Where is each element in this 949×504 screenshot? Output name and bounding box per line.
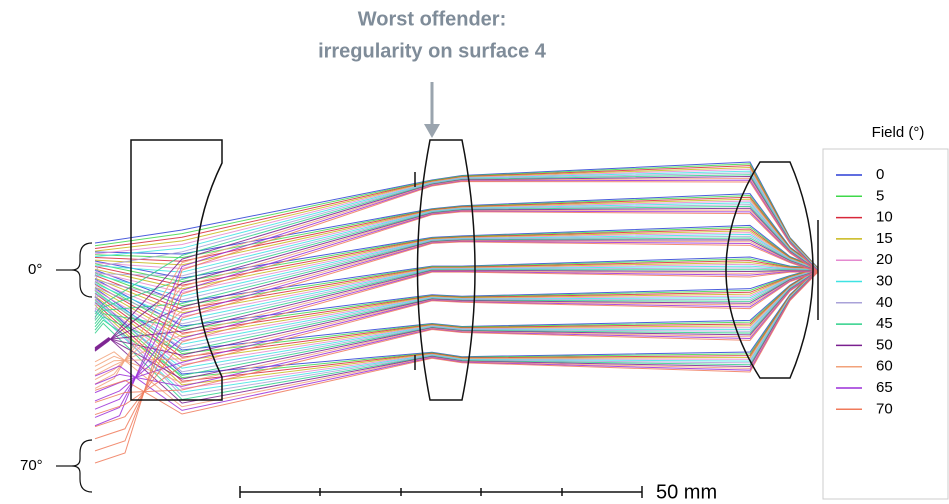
legend-label: 45	[876, 315, 893, 332]
scale-label: 50 mm	[656, 481, 717, 503]
legend-label: 20	[876, 251, 893, 268]
legend-title: Field (°)	[872, 124, 925, 141]
diagram: Worst offender: irregularity on surface …	[0, 0, 949, 504]
ray	[95, 169, 818, 269]
field-label: 70°	[20, 457, 43, 474]
field-label: 0°	[28, 261, 42, 278]
legend-label: 60	[876, 358, 893, 375]
legend-label: 70	[876, 400, 893, 417]
scale-bar	[240, 486, 642, 498]
ray	[95, 272, 818, 411]
annotation-line: irregularity on surface 4	[318, 40, 547, 62]
legend-label: 65	[876, 379, 893, 396]
page: {"annotation": {"lines": ["Worst offende…	[0, 0, 949, 504]
legend-label: 10	[876, 209, 893, 226]
arrow-head	[424, 124, 440, 138]
bracket	[72, 243, 92, 297]
legend-label: 40	[876, 294, 893, 311]
annotation-line: Worst offender:	[358, 8, 507, 30]
legend-label: 5	[876, 187, 884, 204]
legend-label: 50	[876, 336, 893, 353]
legend-label: 0	[876, 166, 884, 183]
ray	[95, 171, 818, 270]
bracket	[72, 440, 92, 492]
legend-label: 30	[876, 272, 893, 289]
legend-label: 15	[876, 230, 893, 247]
ray-bundle	[95, 162, 818, 463]
